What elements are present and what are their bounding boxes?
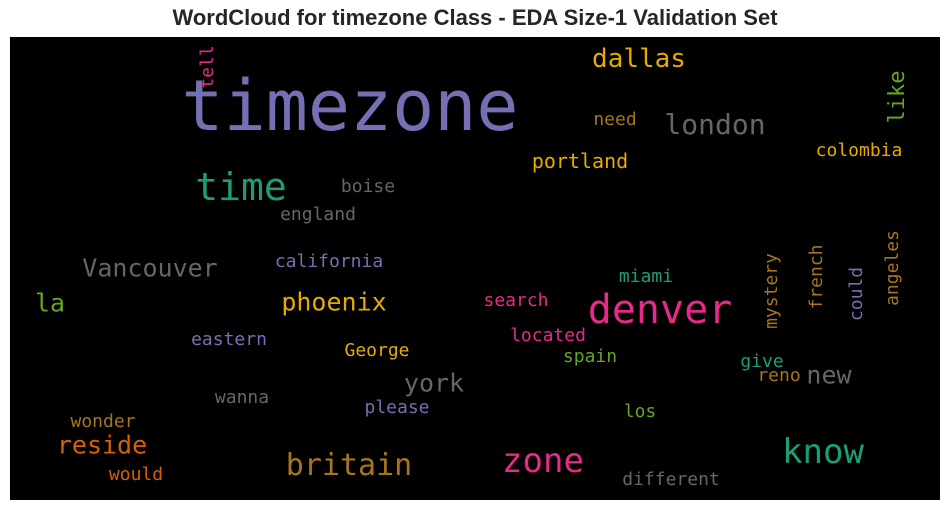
word-la: la bbox=[34, 288, 66, 318]
word-new: new bbox=[806, 360, 852, 390]
word-time: time bbox=[195, 165, 287, 209]
word-need: need bbox=[593, 109, 637, 130]
word-like: like bbox=[885, 70, 910, 124]
word-would: would bbox=[108, 464, 164, 485]
word-england: england bbox=[280, 204, 356, 225]
word-please: please bbox=[364, 397, 430, 418]
word-mystery: mystery bbox=[761, 253, 782, 329]
word-colombia: colombia bbox=[815, 140, 903, 161]
word-london: london bbox=[664, 108, 766, 141]
word-phoenix: phoenix bbox=[281, 287, 387, 317]
word-reno: reno bbox=[757, 365, 801, 386]
word-denver: denver bbox=[587, 287, 733, 333]
word-wonder: wonder bbox=[70, 411, 136, 432]
word-tell: tell bbox=[197, 45, 218, 89]
word-different: different bbox=[622, 469, 720, 490]
word-know: know bbox=[782, 432, 864, 472]
word-britain: britain bbox=[285, 448, 413, 483]
word-timezone: timezone bbox=[181, 65, 519, 147]
word-boise: boise bbox=[340, 176, 396, 197]
word-miami: miami bbox=[618, 266, 674, 287]
word-vancouver: Vancouver bbox=[82, 253, 218, 283]
word-york: york bbox=[403, 368, 465, 398]
word-wanna: wanna bbox=[214, 387, 270, 408]
word-eastern: eastern bbox=[191, 329, 267, 350]
word-california: california bbox=[274, 251, 384, 272]
word-dallas: dallas bbox=[592, 44, 686, 74]
word-zone: zone bbox=[502, 441, 584, 481]
word-cloud: timezone denver time know zone britain london d… bbox=[10, 37, 940, 500]
chart-title: WordCloud for timezone Class - EDA Size-… bbox=[172, 5, 778, 30]
word-could: could bbox=[846, 266, 867, 322]
word-spain: spain bbox=[562, 346, 618, 367]
word-give: give bbox=[740, 351, 784, 372]
word-george: George bbox=[344, 340, 410, 361]
word-located: located bbox=[510, 325, 586, 346]
word-portland: portland bbox=[531, 149, 629, 173]
word-reside: reside bbox=[56, 430, 148, 460]
word-search: search bbox=[483, 290, 549, 311]
word-los: los bbox=[623, 401, 657, 422]
word-angeles: angeles bbox=[882, 230, 903, 306]
word-french: french bbox=[806, 244, 827, 310]
